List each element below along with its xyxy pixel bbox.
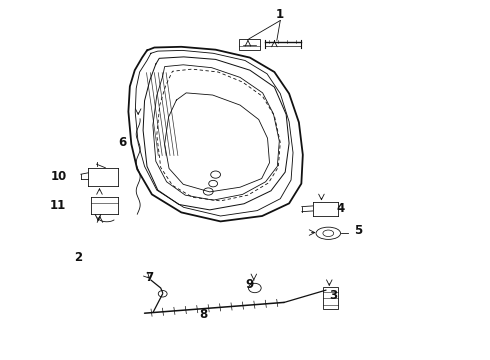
- Bar: [239, 39, 260, 50]
- Text: 2: 2: [74, 251, 82, 264]
- Text: 6: 6: [119, 136, 126, 149]
- Text: 11: 11: [49, 199, 66, 212]
- Text: 8: 8: [199, 309, 207, 321]
- Text: 10: 10: [50, 170, 67, 183]
- Text: 7: 7: [146, 271, 153, 284]
- Text: 5: 5: [354, 224, 362, 237]
- Text: 9: 9: [246, 278, 254, 291]
- Bar: [323, 287, 338, 309]
- Text: 3: 3: [329, 289, 337, 302]
- Text: 4: 4: [337, 202, 344, 215]
- Text: 1: 1: [275, 8, 283, 21]
